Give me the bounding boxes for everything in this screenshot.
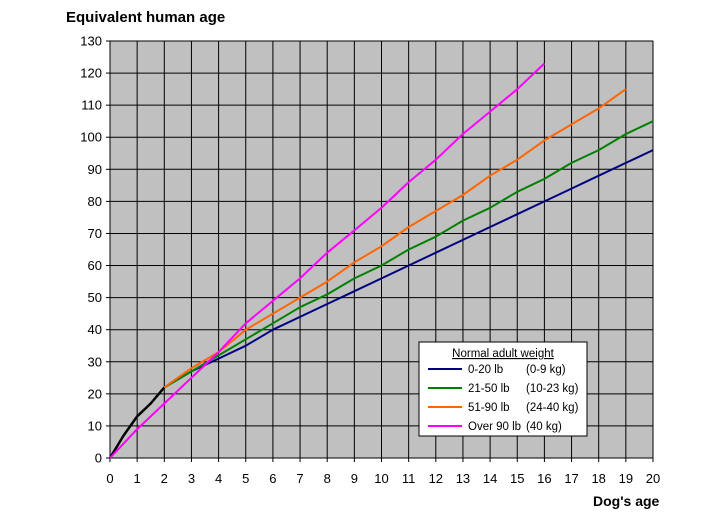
y-tick-label: 120 (80, 66, 102, 81)
series-line-3 (163, 88, 627, 389)
y-axis-ticks: 0 10 20 30 40 50 60 70 80 90 100 110 120 130 (80, 34, 110, 466)
y-tick-label: 80 (88, 194, 102, 209)
x-tick-label: 11 (402, 471, 416, 486)
y-tick-label: 90 (88, 162, 102, 177)
series-lines (108, 62, 654, 459)
y-tick-label: 40 (88, 322, 102, 337)
y-tick-label: 50 (88, 290, 102, 305)
legend-weight-kg: (40 kg) (526, 421, 562, 433)
series-line-4 (109, 62, 546, 459)
x-tick-label: 19 (619, 471, 633, 486)
legend-weight-lb: 0-20 lb (468, 364, 503, 376)
y-tick-label: 60 (88, 258, 102, 273)
x-tick-label: 17 (564, 471, 578, 486)
y-tick-label: 130 (80, 34, 102, 49)
legend-weight-kg: (0-9 kg) (526, 364, 566, 376)
x-axis-ticks: 0 1 2 3 4 5 6 7 8 9 10 11 12 13 14 15 16 17 18 19 20 (106, 458, 660, 486)
x-axis-title: Dog's age (593, 493, 660, 509)
y-tick-label: 70 (88, 226, 102, 241)
y-tick-label: 10 (88, 418, 102, 433)
y-tick-label: 100 (80, 130, 102, 145)
x-tick-label: 12 (429, 471, 443, 486)
y-tick-label: 20 (88, 386, 102, 401)
legend-weight-lb: 51-90 lb (468, 402, 510, 414)
x-tick-label: 8 (324, 471, 331, 486)
legend-title: Normal adult weight (452, 348, 554, 360)
x-tick-label: 2 (161, 471, 168, 486)
legend-weight-lb: 21-50 lb (468, 383, 510, 395)
x-tick-label: 14 (483, 471, 497, 486)
x-tick-label: 13 (456, 471, 470, 486)
x-tick-label: 15 (510, 471, 524, 486)
y-tick-label: 0 (95, 451, 102, 466)
x-tick-label: 9 (351, 471, 358, 486)
x-tick-label: 18 (591, 471, 605, 486)
x-tick-label: 20 (646, 471, 660, 486)
gridlines (109, 40, 654, 459)
x-tick-label: 0 (106, 471, 113, 486)
legend-weight-kg: (10-23 kg) (526, 383, 579, 395)
x-tick-label: 5 (242, 471, 249, 486)
x-tick-label: 3 (188, 471, 195, 486)
legend: Normal adult weight 0-20 lb (0-9 kg) 21-50… (418, 341, 588, 437)
x-tick-label: 4 (215, 471, 222, 486)
x-tick-label: 7 (296, 471, 303, 486)
y-axis-title: Equivalent human age (66, 9, 225, 26)
series-line-1 (163, 149, 654, 389)
legend-weight-lb: Over 90 lb (468, 421, 521, 433)
x-tick-label: 1 (134, 471, 141, 486)
x-tick-label: 6 (269, 471, 276, 486)
series-line-2 (163, 120, 654, 389)
legend-weight-kg: (24-40 kg) (526, 402, 579, 414)
y-tick-label: 30 (88, 354, 102, 369)
x-tick-label: 10 (374, 471, 388, 486)
series-line-0 (108, 386, 166, 459)
x-tick-label: 16 (537, 471, 551, 486)
y-tick-label: 110 (81, 98, 102, 113)
